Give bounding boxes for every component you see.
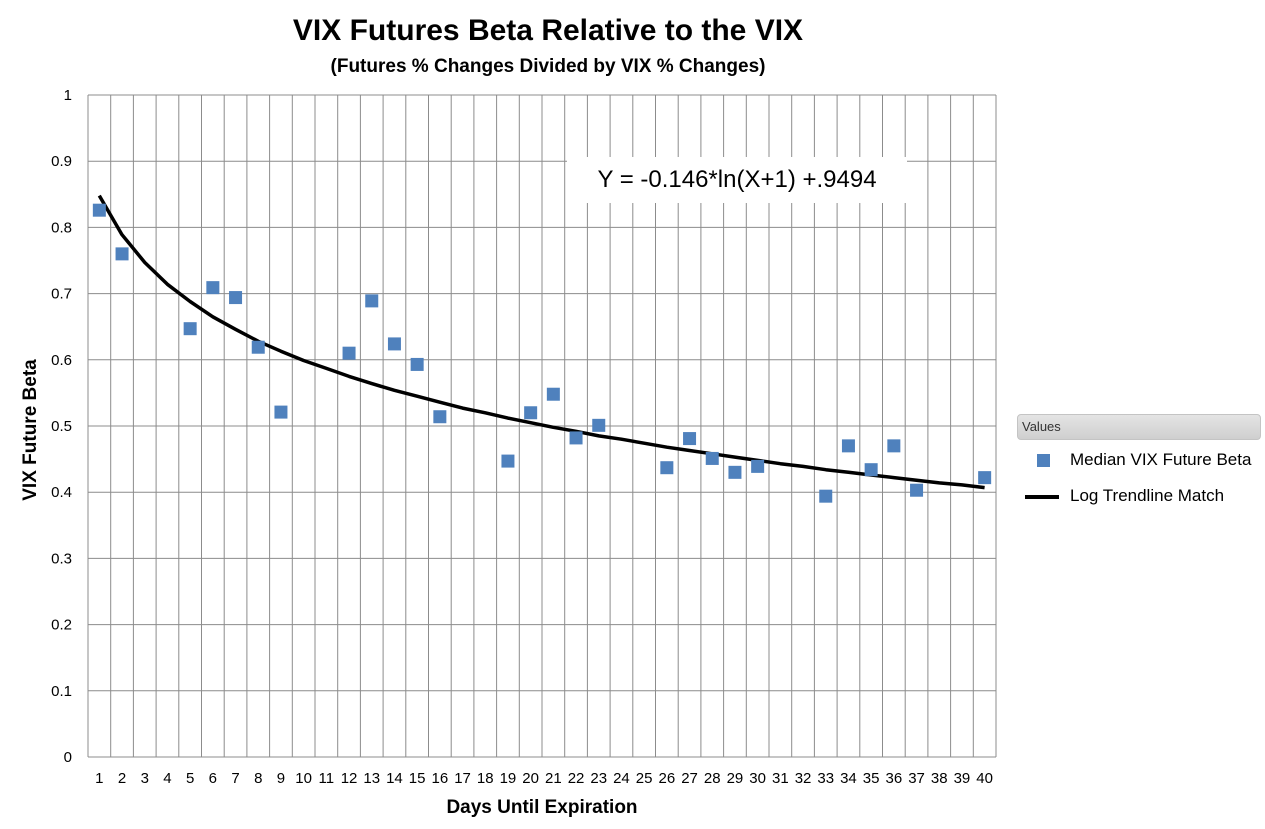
x-tick-label: 9 [277,770,285,787]
legend-marker-square-icon [1037,454,1050,467]
data-point [115,247,129,261]
data-point [887,439,901,453]
legend: Values Median VIX Future Beta Log Trendl… [1017,414,1261,512]
x-tick-label: 34 [840,770,857,787]
data-point [751,459,765,473]
x-tick-label: 19 [500,770,517,787]
x-tick-label: 10 [295,770,312,787]
x-tick-label: 13 [363,770,380,787]
data-point [819,489,833,503]
x-tick-label: 5 [186,770,194,787]
y-tick-label: 0.4 [51,484,72,501]
data-point [251,340,265,354]
y-tick-label: 0.9 [51,153,72,170]
x-tick-label: 16 [432,770,449,787]
legend-label-line: Log Trendline Match [1070,486,1225,505]
x-tick-label: 4 [163,770,171,787]
x-axis-label: Days Until Expiration [446,797,638,818]
x-tick-label: 15 [409,770,426,787]
x-tick-label: 17 [454,770,471,787]
x-tick-label: 31 [772,770,789,787]
data-point [841,439,855,453]
y-tick-label: 1 [64,87,72,104]
y-tick-label: 0.7 [51,286,72,303]
y-tick-labels: 0 0.1 0.2 0.3 0.4 0.5 0.6 0.7 0.8 0.9 1 [51,87,72,766]
x-tick-label: 30 [749,770,766,787]
x-tick-label: 14 [386,770,403,787]
x-tick-label: 37 [908,770,925,787]
x-tick-label: 12 [341,770,358,787]
x-tick-label: 32 [795,770,812,787]
x-tick-label: 36 [886,770,903,787]
data-point [660,461,674,475]
x-tick-label: 24 [613,770,630,787]
legend-item-scatter: Median VIX Future Beta [1017,444,1261,476]
data-point [864,463,878,477]
data-point [683,432,697,446]
y-tick-label: 0.2 [51,617,72,634]
scatter-layer [92,203,992,503]
data-point [229,291,243,305]
chart-subtitle: (Futures % Changes Divided by VIX % Chan… [330,56,766,77]
x-tick-label: 3 [141,770,149,787]
chart-title: VIX Futures Beta Relative to the VIX [292,14,804,47]
data-point [387,337,401,351]
x-tick-label: 33 [817,770,834,787]
x-tick-label: 28 [704,770,721,787]
data-point [501,454,515,468]
gridlines [87,94,997,758]
y-tick-label: 0.3 [51,550,72,567]
x-tick-label: 18 [477,770,494,787]
data-point [524,406,538,420]
y-tick-label: 0 [64,749,72,766]
x-tick-label: 35 [863,770,880,787]
x-tick-label: 27 [681,770,698,787]
y-tick-label: 0.1 [51,683,72,700]
x-tick-label: 26 [659,770,676,787]
x-tick-label: 29 [727,770,744,787]
data-point [705,451,719,465]
legend-label-scatter: Median VIX Future Beta [1070,450,1252,469]
data-point [433,410,447,424]
data-point [183,322,197,336]
y-tick-label: 0.8 [51,219,72,236]
trendline-layer [97,194,985,490]
x-tick-label: 21 [545,770,562,787]
legend-item-line: Log Trendline Match [1017,480,1261,512]
x-tick-label: 20 [522,770,539,787]
x-tick-label: 22 [568,770,585,787]
x-tick-label: 6 [209,770,217,787]
data-point [410,357,424,371]
x-tick-label: 2 [118,770,126,787]
data-point [274,405,288,419]
x-tick-label: 23 [590,770,607,787]
data-point [206,281,220,295]
data-point [342,346,356,360]
x-tick-label: 7 [231,770,239,787]
x-tick-label: 38 [931,770,948,787]
x-tick-label: 11 [319,770,335,787]
trendline-equation: Y = -0.146*ln(X+1) +.9494 [567,157,907,203]
data-point [546,387,560,401]
legend-title: Values [1017,414,1261,440]
data-point [728,465,742,479]
x-tick-labels: 1 2 3 4 5 6 7 8 9 10 11 12 13 14 15 16 17 18 19 20 21 22 23 24 2… [95,770,993,787]
y-tick-label: 0.5 [51,418,72,435]
y-tick-label: 0.6 [51,352,72,369]
data-point [365,294,379,308]
x-tick-label: 8 [254,770,262,787]
x-tick-label: 39 [954,770,971,787]
data-point [92,203,106,217]
data-point [592,418,606,432]
y-axis-label: VIX Future Beta [20,359,41,501]
data-point [910,483,924,497]
x-tick-label: 25 [636,770,653,787]
data-point [569,431,583,445]
x-tick-label: 1 [95,770,103,787]
x-tick-label: 40 [976,770,993,787]
data-point [978,471,992,485]
trendline [97,194,985,490]
legend-line-icon [1025,495,1059,499]
